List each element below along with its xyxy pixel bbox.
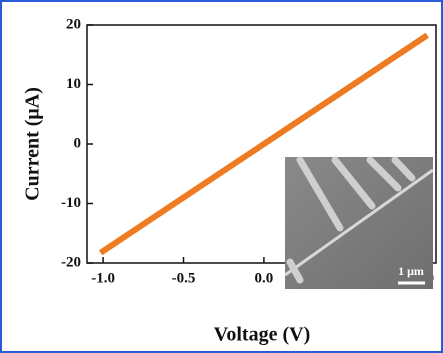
y-tick-label: 0 (74, 135, 82, 151)
x-axis-label: Voltage (V) (214, 324, 310, 346)
chart: Voltage (V) Current (μA) -20 -10 0 10 20 -1.0… (0, 0, 443, 353)
x-tick-label: -1.0 (91, 270, 115, 286)
x-tick-label: 0.0 (255, 270, 274, 286)
y-tick-label: 20 (66, 16, 81, 32)
y-tick-label: -10 (61, 195, 81, 211)
inset-image: 1 μm (285, 157, 433, 289)
x-tick-label: -0.5 (172, 270, 196, 286)
scale-bar-label: 1 μm (398, 264, 424, 278)
y-tick-label: 10 (66, 76, 81, 92)
y-tick-label: -20 (61, 254, 81, 270)
y-axis-label: Current (μA) (22, 87, 44, 201)
